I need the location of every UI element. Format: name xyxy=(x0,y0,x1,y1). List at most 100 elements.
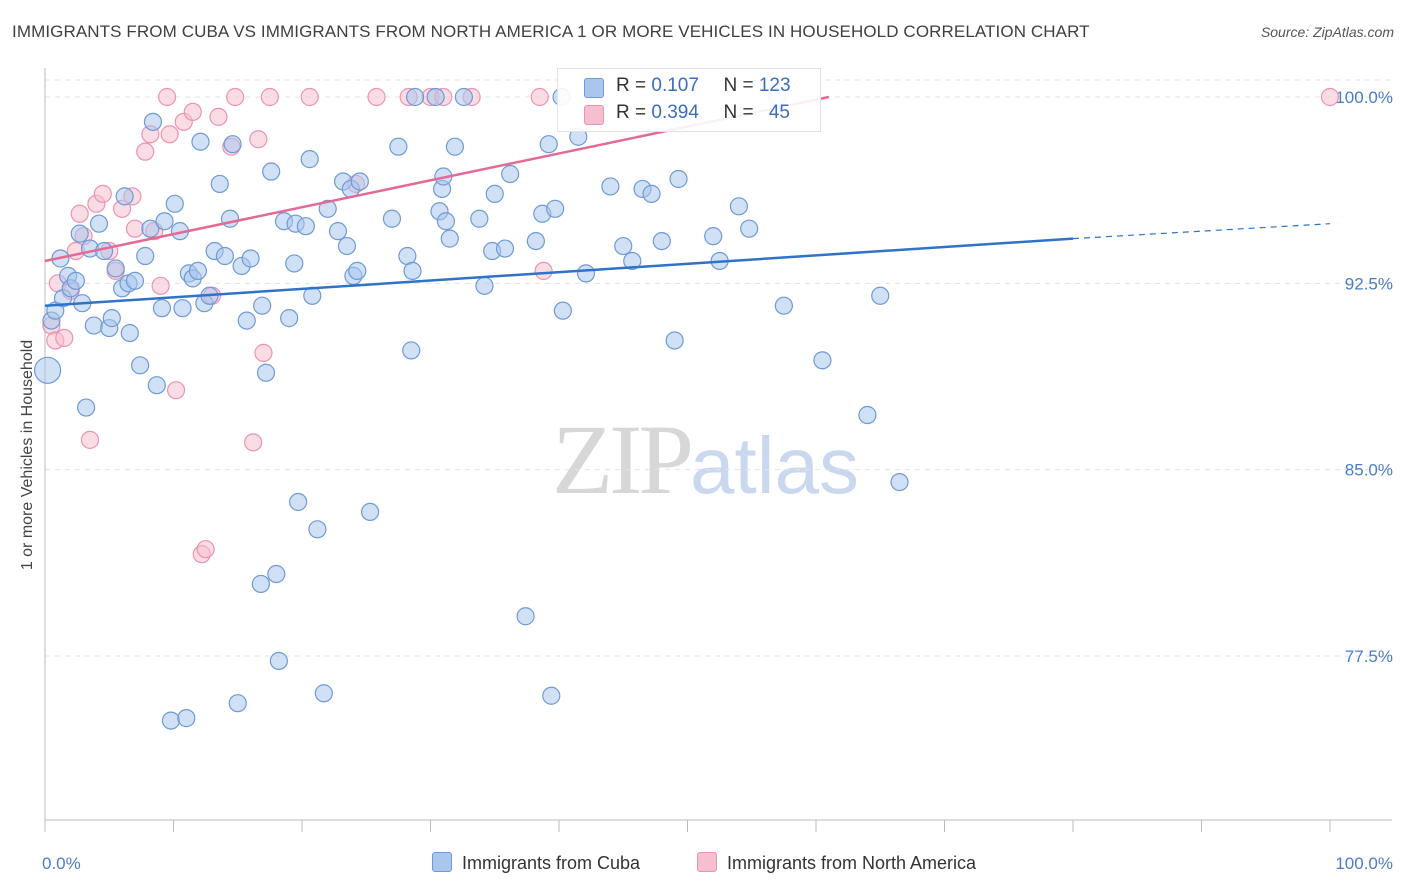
cuba-point xyxy=(262,162,281,181)
cuba-point xyxy=(141,219,160,238)
cuba-point xyxy=(120,323,139,343)
north-america-point xyxy=(1320,87,1340,107)
north-america-point xyxy=(136,142,155,161)
cuba-point xyxy=(382,209,402,228)
north-america-point xyxy=(151,276,170,295)
legend-n-label: N = xyxy=(723,75,759,96)
cuba-point xyxy=(729,197,749,216)
legend-r-label: R = xyxy=(616,102,652,123)
cuba-point xyxy=(106,259,125,278)
cuba-point xyxy=(361,502,380,522)
cuba-point xyxy=(289,492,308,512)
cuba-point xyxy=(516,607,535,626)
cuba-point xyxy=(614,236,633,256)
cuba-point xyxy=(300,150,319,169)
cuba-trend-extension xyxy=(1072,223,1331,240)
legend-n-label: N = xyxy=(723,102,759,123)
cuba-point xyxy=(173,299,192,318)
north-america-point xyxy=(209,107,228,126)
cuba-point xyxy=(228,694,247,713)
cuba-trend-line xyxy=(44,237,1074,307)
cuba-point xyxy=(147,376,166,395)
cuba-point xyxy=(546,199,565,218)
cuba-point xyxy=(155,212,174,231)
north-america-point xyxy=(93,184,112,203)
cuba-point xyxy=(136,246,155,266)
north-america-point xyxy=(226,87,245,107)
cuba-point xyxy=(475,276,494,295)
series-cuba xyxy=(33,87,909,730)
cuba-point xyxy=(115,187,134,206)
legend-n-value-cuba: 123 xyxy=(758,75,791,96)
axes xyxy=(44,68,1392,832)
y-tick-label: 92.5% xyxy=(1345,274,1393,293)
legend-swatch-cuba xyxy=(584,78,604,98)
cuba-point xyxy=(215,246,234,266)
cuba-point xyxy=(125,271,145,290)
cuba-point xyxy=(669,169,688,189)
y-tick-label: 77.5% xyxy=(1345,647,1393,666)
legend-r-label: R = xyxy=(616,75,652,96)
north-america-point xyxy=(183,102,202,122)
north-america-point xyxy=(244,433,263,452)
cuba-point xyxy=(774,296,793,315)
cuba-point xyxy=(348,261,367,281)
cuba-point xyxy=(665,331,684,350)
cuba-point xyxy=(403,261,422,281)
north-america-point xyxy=(530,87,549,107)
north-america-point xyxy=(254,343,273,362)
cuba-point xyxy=(130,356,150,375)
cuba-point xyxy=(318,199,337,218)
cuba-point xyxy=(623,251,642,271)
cuba-point xyxy=(871,286,890,305)
cuba-point xyxy=(454,87,474,107)
cuba-point xyxy=(501,164,520,184)
legend-r-value-north-america: 0.394 xyxy=(651,102,699,123)
cuba-point xyxy=(426,87,445,107)
chart-title: IMMIGRANTS FROM CUBA VS IMMIGRANTS FROM … xyxy=(12,22,1090,41)
cuba-point xyxy=(740,219,759,238)
correlation-legend: R = 0.107 N = 123 R = 0.394 N = 45 xyxy=(557,68,821,132)
north-america-point xyxy=(300,87,319,107)
tick-labels: 77.5% 85.0% 92.5% 100.0% 0.0% 100.0% xyxy=(42,88,1393,873)
cuba-point xyxy=(210,174,229,194)
cuba-point xyxy=(314,684,333,703)
cuba-point xyxy=(642,184,661,203)
cuba-point xyxy=(495,239,515,258)
y-tick-label: 100.0% xyxy=(1335,88,1393,107)
bottom-legend-swatch-cuba xyxy=(432,852,452,872)
cuba-point xyxy=(526,231,545,251)
legend-text-north-america: R = 0.394 N = 45 xyxy=(616,102,790,124)
cuba-point xyxy=(601,177,620,196)
watermark-zip: ZIP xyxy=(552,404,694,515)
cuba-point xyxy=(350,172,369,191)
cuba-point xyxy=(152,299,172,318)
bottom-legend-swatch-north-america xyxy=(697,852,717,872)
cuba-point xyxy=(328,222,348,241)
cuba-point xyxy=(542,686,561,705)
cuba-point xyxy=(70,224,89,243)
cuba-point xyxy=(251,574,270,594)
cuba-point xyxy=(89,214,109,233)
cuba-point xyxy=(256,363,276,382)
series-north-america xyxy=(42,87,1340,564)
cuba-point xyxy=(402,341,421,360)
cuba-point xyxy=(813,351,832,370)
source-credit: Source: ZipAtlas.com xyxy=(1260,24,1394,40)
cuba-point xyxy=(858,405,877,425)
cuba-point xyxy=(280,309,299,328)
cuba-point xyxy=(485,184,504,203)
cuba-point xyxy=(539,135,558,154)
cuba-point xyxy=(389,137,408,156)
cuba-point xyxy=(296,217,315,236)
north-america-point xyxy=(125,219,145,238)
cuba-point xyxy=(237,311,256,330)
north-america-point xyxy=(249,130,268,149)
watermark-atlas: atlas xyxy=(690,421,859,510)
cuba-point xyxy=(188,261,208,281)
cuba-point xyxy=(285,254,304,273)
cuba-point xyxy=(253,296,272,315)
legend-n-value-north-america: 45 xyxy=(768,102,790,123)
cuba-point xyxy=(890,472,909,492)
